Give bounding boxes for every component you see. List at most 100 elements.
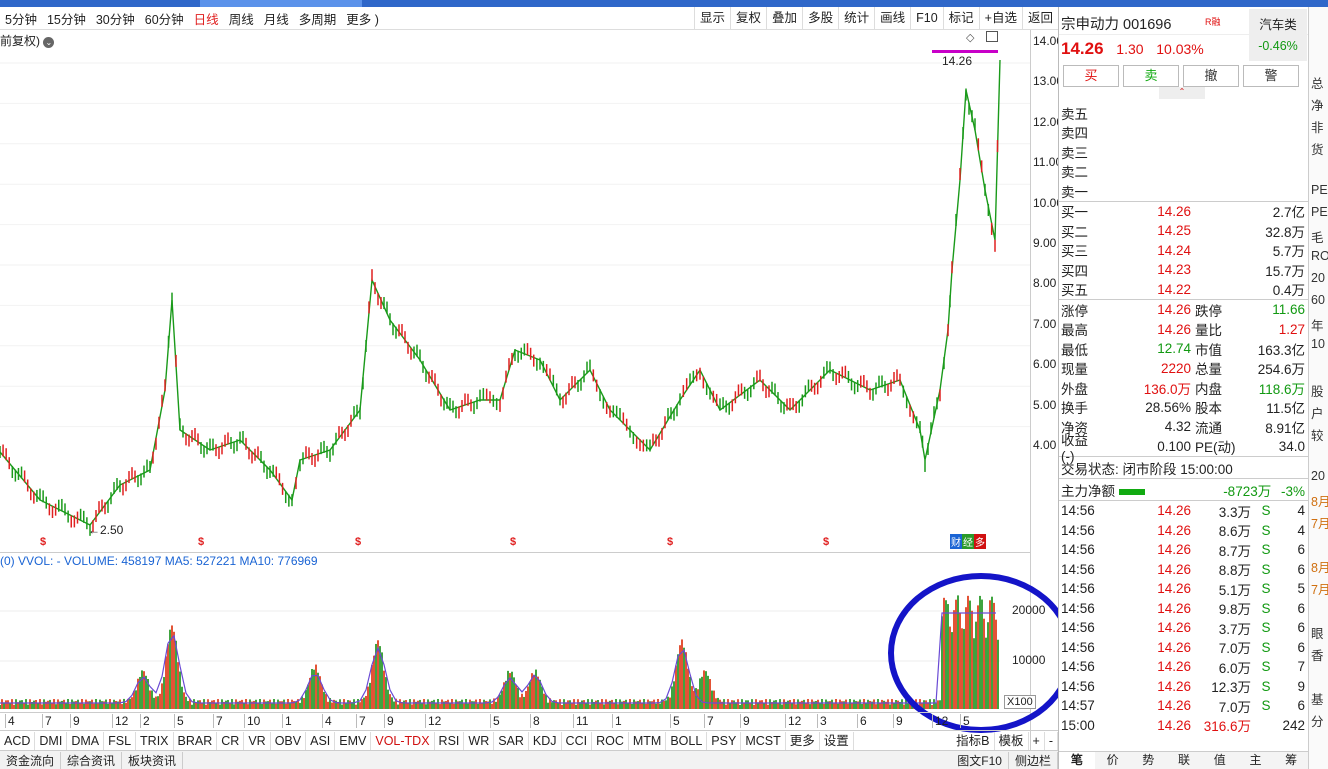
indicator-tab[interactable]: OBV (271, 731, 307, 750)
dividend-marker[interactable]: $ (667, 536, 674, 548)
indicator-tab[interactable]: FSL (104, 731, 137, 750)
period-tab[interactable]: 5分钟 (5, 12, 37, 27)
price-chart[interactable]: 前复权) ⌄ ◇ 14.26 ←2.50 $ $ $ $ $ $ 财经多 (0, 30, 1030, 552)
indicator-control[interactable]: - (1045, 731, 1058, 750)
fq-label[interactable]: 前复权) ⌄ (0, 32, 55, 49)
indicator-tab[interactable]: MCST (741, 731, 786, 750)
toolbar-action[interactable]: +自选 (978, 7, 1022, 30)
indicator-tab[interactable]: TRIX (136, 731, 174, 750)
finance-tag[interactable]: 多 (974, 534, 986, 549)
indicator-tab[interactable]: VOL-TDX (371, 731, 435, 750)
sell-row[interactable]: 卖一 (1059, 181, 1308, 201)
indicator-tab[interactable]: 设置 (820, 731, 854, 750)
trade-button[interactable]: 买 (1063, 65, 1119, 87)
indicator-tab[interactable]: KDJ (529, 731, 562, 750)
toolbar-action[interactable]: 多股 (802, 7, 838, 30)
bottom-right-tab[interactable]: 侧边栏 (1009, 751, 1058, 769)
detail-tab[interactable]: 主 (1249, 753, 1262, 767)
sell-row[interactable]: 卖三 (1059, 142, 1308, 162)
stat-label: 涨停 (1061, 303, 1088, 319)
finance-tag[interactable]: 财 (950, 534, 962, 549)
volume-panel[interactable]: (0) VVOL: - VOLUME: 458197 MA5: 527221 M… (0, 552, 1045, 712)
period-tab[interactable]: 月线 (263, 12, 289, 27)
period-tab[interactable]: 更多 ) (346, 12, 379, 27)
toolbar-actions: 显示 复权 叠加 多股 统计 画线 F10 标记 +自选 返回 (694, 7, 1058, 30)
detail-tab[interactable]: 值 (1213, 753, 1226, 767)
period-tab[interactable]: 多周期 (298, 12, 337, 27)
sell-row[interactable]: 卖五 (1059, 103, 1308, 123)
bottom-tab[interactable]: 资金流向 (0, 751, 62, 769)
buy-row[interactable]: 买三 14.24 5.7万 (1059, 241, 1308, 261)
bottom-tab[interactable]: 板块资讯 (122, 751, 184, 769)
indicator-tab[interactable]: WR (464, 731, 495, 750)
dividend-marker[interactable]: $ (510, 536, 517, 548)
toolbar-action[interactable]: 画线 (874, 7, 910, 30)
indicator-tab[interactable]: EMV (335, 731, 372, 750)
detail-tab[interactable]: 筹 (1285, 753, 1298, 767)
dividend-marker[interactable]: $ (355, 536, 362, 548)
sell-row[interactable]: 卖二 (1059, 162, 1308, 182)
finance-tag[interactable]: 经 (962, 534, 974, 549)
indicator-tab[interactable]: DMI (35, 731, 68, 750)
indicator-control[interactable]: + (1029, 731, 1045, 750)
indicator-tab[interactable]: DMA (67, 731, 105, 750)
dividend-marker[interactable]: $ (40, 536, 47, 548)
indicator-tab[interactable]: CCI (562, 731, 593, 750)
detail-tab[interactable]: 势 (1142, 753, 1155, 767)
tick-list[interactable]: 14:56 14.26 3.3万 S 4 14:56 14.26 8.6万 S 4 14:56 14.… (1059, 501, 1308, 735)
toolbar-action[interactable]: 统计 (838, 7, 874, 30)
period-tab[interactable]: 15分钟 (46, 12, 86, 27)
indicator-tab[interactable]: PSY (707, 731, 742, 750)
indicator-tab[interactable]: BRAR (174, 731, 218, 750)
bottom-tab[interactable]: 综合资讯 (61, 751, 123, 769)
indicator-tab[interactable]: BOLL (666, 731, 708, 750)
indicator-tab[interactable]: ROC (592, 731, 629, 750)
detail-tab[interactable]: 联 (1178, 753, 1191, 767)
indicator-tab[interactable]: ASI (306, 731, 336, 750)
period-tab[interactable]: 周线 (228, 12, 254, 27)
orderbook-toggle[interactable]: ⌃ (1059, 87, 1308, 103)
indicator-tab[interactable]: RSI (435, 731, 465, 750)
period-tab[interactable]: 日线 (193, 12, 219, 27)
trade-button[interactable]: 警 (1243, 65, 1299, 87)
buy-row[interactable]: 买二 14.25 32.8万 (1059, 221, 1308, 241)
trade-button[interactable]: 撤 (1183, 65, 1239, 87)
indicator-tab[interactable]: VR (244, 731, 271, 750)
toolbar-action[interactable]: 复权 (730, 7, 766, 30)
panel-toggle-icon[interactable] (986, 31, 998, 42)
detail-tab[interactable]: 价 (1106, 753, 1119, 767)
price-tick: 10.00 (1033, 195, 1064, 210)
buy-row[interactable]: 买五 14.22 0.4万 (1059, 280, 1308, 300)
stat-value: 1.27 (1278, 321, 1305, 337)
diamond-icon[interactable]: ◇ (966, 32, 975, 44)
tick-price: 14.26 (1157, 698, 1191, 714)
buy-label: 买四 (1061, 263, 1088, 279)
bottom-right-tab[interactable]: 图文F10 (951, 751, 1009, 769)
sector-box[interactable]: 汽车类 -0.46% (1249, 9, 1307, 61)
toolbar-action[interactable]: 显示 (694, 7, 730, 30)
dividend-marker[interactable]: $ (198, 536, 205, 548)
indicator-control[interactable]: 指标B (952, 731, 995, 750)
dividend-marker[interactable]: $ (823, 536, 830, 548)
tick-price: 14.26 (1157, 620, 1191, 636)
chevron-down-icon[interactable]: ⌄ (43, 37, 55, 48)
toolbar-action[interactable]: 标记 (942, 7, 979, 30)
chevron-up-icon[interactable]: ⌃ (1159, 87, 1205, 99)
toolbar-action[interactable]: F10 (910, 7, 943, 30)
period-tab[interactable]: 30分钟 (95, 12, 135, 27)
indicator-tab[interactable]: SAR (494, 731, 529, 750)
indicator-tab[interactable]: ACD (0, 731, 36, 750)
toolbar-action[interactable]: 叠加 (766, 7, 802, 30)
toolbar-action[interactable]: 返回 (1021, 7, 1058, 30)
period-tab[interactable]: 60分钟 (144, 12, 184, 27)
indicator-tab[interactable]: CR (217, 731, 245, 750)
indicator-tab[interactable]: MTM (629, 731, 667, 750)
indicator-control[interactable]: 模板 (995, 731, 1029, 750)
indicator-tab[interactable]: 更多 (786, 731, 820, 750)
detail-tab[interactable]: 笔 (1059, 752, 1095, 769)
tick-row: 14:57 14.26 7.0万 S 6 (1059, 696, 1308, 716)
sell-row[interactable]: 卖四 (1059, 123, 1308, 143)
trade-button[interactable]: 卖 (1123, 65, 1179, 87)
buy-row[interactable]: 买一 14.26 2.7亿 (1059, 202, 1308, 222)
buy-row[interactable]: 买四 14.23 15.7万 (1059, 260, 1308, 280)
